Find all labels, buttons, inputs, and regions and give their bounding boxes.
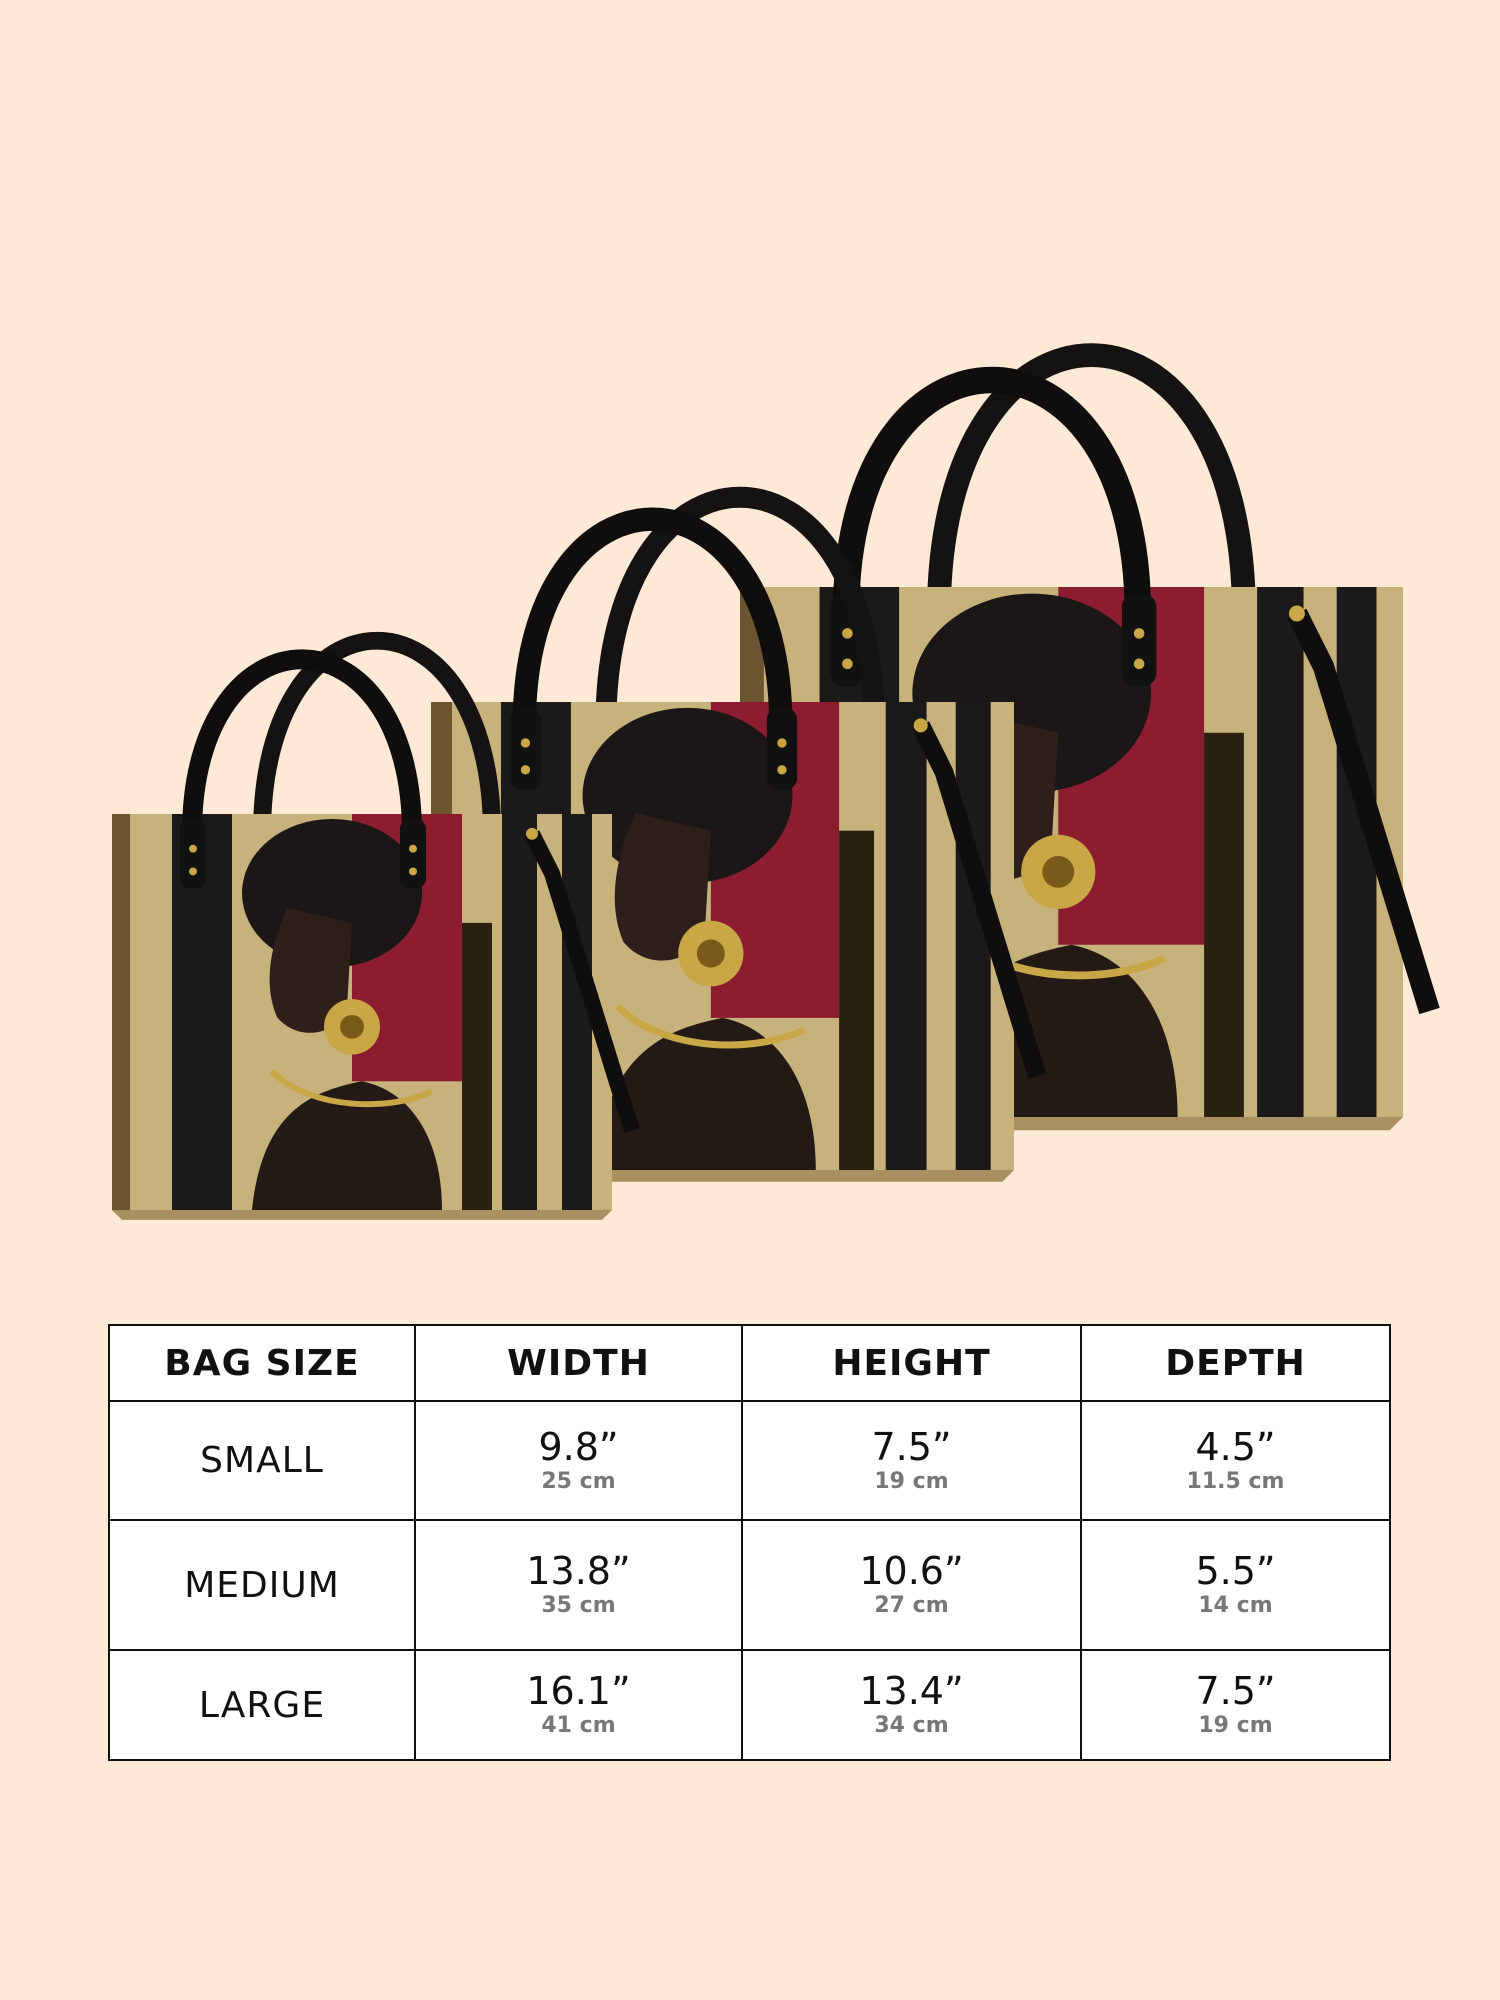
table-row: MEDIUM 13.8” 35 cm 10.6” 27 cm 5.5” 14 cm — [108, 1519, 1391, 1651]
inch-value: 7.5” — [1195, 1669, 1276, 1713]
cm-value: 41 cm — [541, 1713, 616, 1738]
cm-value: 34 cm — [874, 1713, 949, 1738]
cm-value: 19 cm — [874, 1468, 949, 1494]
table-row: SMALL 9.8” 25 cm 7.5” 19 cm 4.5” 11.5 cm — [108, 1400, 1391, 1521]
depth-cell: 7.5” 19 cm — [1080, 1649, 1391, 1761]
product-image-bags — [0, 0, 1500, 1320]
cm-value: 27 cm — [874, 1593, 949, 1618]
inch-value: 10.6” — [859, 1549, 964, 1593]
height-cell: 7.5” 19 cm — [741, 1400, 1082, 1521]
height-cell: 10.6” 27 cm — [741, 1519, 1082, 1651]
size-label: SMALL — [108, 1400, 416, 1521]
table-row: LARGE 16.1” 41 cm 13.4” 34 cm 7.5” 19 cm — [108, 1649, 1391, 1761]
inch-value: 13.8” — [526, 1549, 631, 1593]
header-width: WIDTH — [414, 1324, 743, 1402]
table-header-row: BAG SIZE WIDTH HEIGHT DEPTH — [108, 1324, 1391, 1402]
cm-value: 25 cm — [541, 1468, 616, 1494]
height-cell: 13.4” 34 cm — [741, 1649, 1082, 1761]
depth-cell: 4.5” 11.5 cm — [1080, 1400, 1391, 1521]
inch-value: 16.1” — [526, 1669, 631, 1713]
cm-value: 19 cm — [1198, 1713, 1273, 1738]
header-height: HEIGHT — [741, 1324, 1082, 1402]
inch-value: 7.5” — [871, 1424, 952, 1469]
size-table: BAG SIZE WIDTH HEIGHT DEPTH SMALL 9.8” 25… — [108, 1324, 1391, 1761]
inch-value: 5.5” — [1195, 1549, 1276, 1593]
header-depth: DEPTH — [1080, 1324, 1391, 1402]
width-cell: 16.1” 41 cm — [414, 1649, 743, 1761]
inch-value: 9.8” — [538, 1424, 619, 1469]
width-cell: 9.8” 25 cm — [414, 1400, 743, 1521]
size-label: LARGE — [108, 1649, 416, 1761]
depth-cell: 5.5” 14 cm — [1080, 1519, 1391, 1651]
size-label: MEDIUM — [108, 1519, 416, 1651]
inch-value: 4.5” — [1195, 1424, 1276, 1469]
inch-value: 13.4” — [859, 1669, 964, 1713]
width-cell: 13.8” 35 cm — [414, 1519, 743, 1651]
cm-value: 11.5 cm — [1186, 1468, 1285, 1494]
header-bag-size: BAG SIZE — [108, 1324, 416, 1402]
cm-value: 35 cm — [541, 1593, 616, 1618]
cm-value: 14 cm — [1198, 1593, 1273, 1618]
